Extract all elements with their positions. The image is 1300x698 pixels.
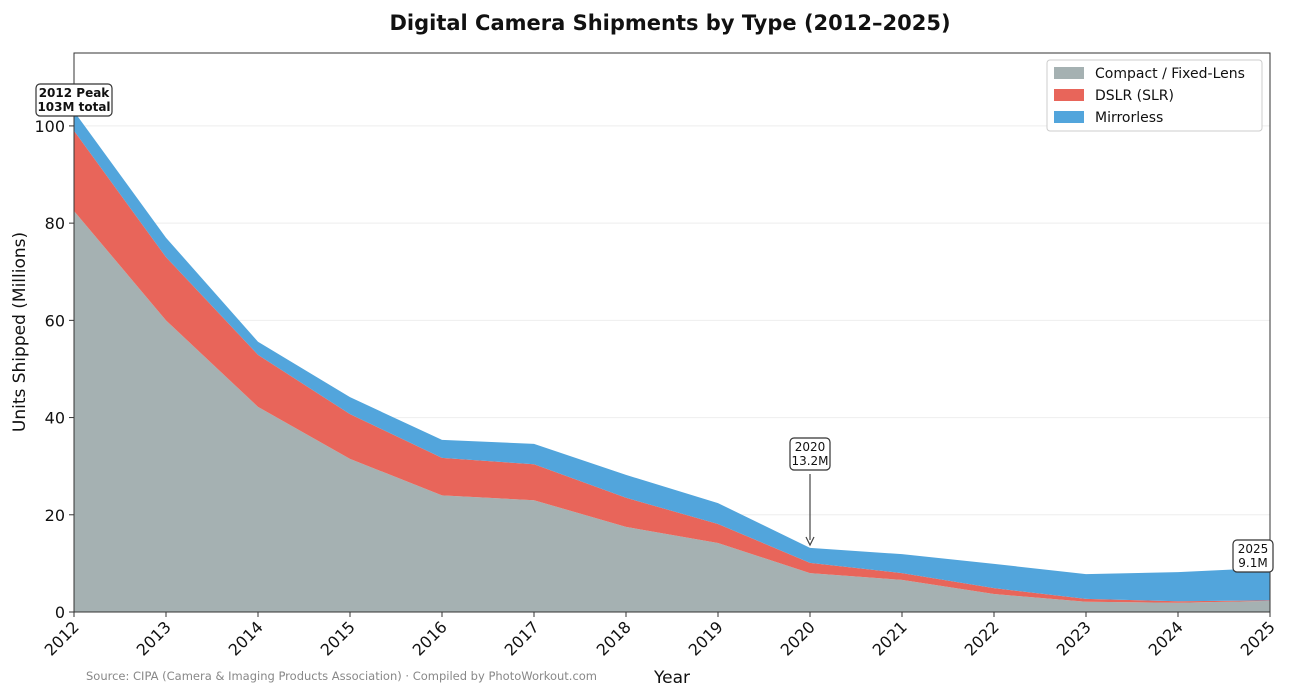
x-tick-label: 2022 <box>961 617 1003 659</box>
x-tick-label: 2016 <box>409 617 451 659</box>
plot-frame <box>73 52 1271 613</box>
x-tick-label: 2025 <box>1237 617 1279 659</box>
annotation-box <box>789 437 831 471</box>
annotation-line1: 2012 Peak <box>39 86 111 100</box>
annotation-box <box>1232 539 1274 573</box>
x-tick-label: 2021 <box>869 617 911 659</box>
x-tick-label: 2014 <box>225 617 267 659</box>
y-axis-label: Units Shipped (Millions) <box>10 232 30 432</box>
legend-label: Compact / Fixed-Lens <box>1095 66 1245 82</box>
area-mirrorless <box>74 111 1270 602</box>
y-tick-label: 20 <box>45 506 65 525</box>
annotation-box <box>35 83 113 117</box>
x-tick-label: 2024 <box>1145 617 1187 659</box>
legend-swatch <box>1054 67 1084 79</box>
chart-title: Digital Camera Shipments by Type (2012–2… <box>389 11 950 35</box>
x-tick-label: 2017 <box>501 617 543 659</box>
x-tick-label: 2020 <box>777 617 819 659</box>
legend-label: Mirrorless <box>1095 110 1163 126</box>
source-note: Source: CIPA (Camera & Imaging Products … <box>86 669 597 683</box>
x-tick-label: 2023 <box>1053 617 1095 659</box>
x-tick-label: 2018 <box>593 617 635 659</box>
y-tick-label: 60 <box>45 311 65 330</box>
legend-box <box>1046 59 1263 132</box>
legend-swatch <box>1054 111 1084 123</box>
annotation-line1: 2025 <box>1238 542 1269 556</box>
y-tick-label: 40 <box>45 409 65 428</box>
y-tick-label: 0 <box>55 603 65 622</box>
annotation-line2: 103M total <box>37 100 110 114</box>
y-tick-label: 100 <box>34 117 65 136</box>
legend-swatch <box>1054 89 1084 101</box>
x-tick-label: 2013 <box>133 617 175 659</box>
x-tick-label: 2012 <box>41 617 83 659</box>
y-tick-label: 80 <box>45 214 65 233</box>
area-compact-fixed-lens <box>74 210 1270 612</box>
annotation-line2: 13.2M <box>791 454 828 468</box>
arrow-head-icon <box>805 536 815 547</box>
annotation-line1: 2020 <box>795 440 826 454</box>
x-tick-label: 2015 <box>317 617 359 659</box>
x-tick-label: 2019 <box>685 617 727 659</box>
annotation-line2: 9.1M <box>1238 556 1267 570</box>
legend-label: DSLR (SLR) <box>1095 88 1174 104</box>
x-axis-label: Year <box>653 668 690 688</box>
